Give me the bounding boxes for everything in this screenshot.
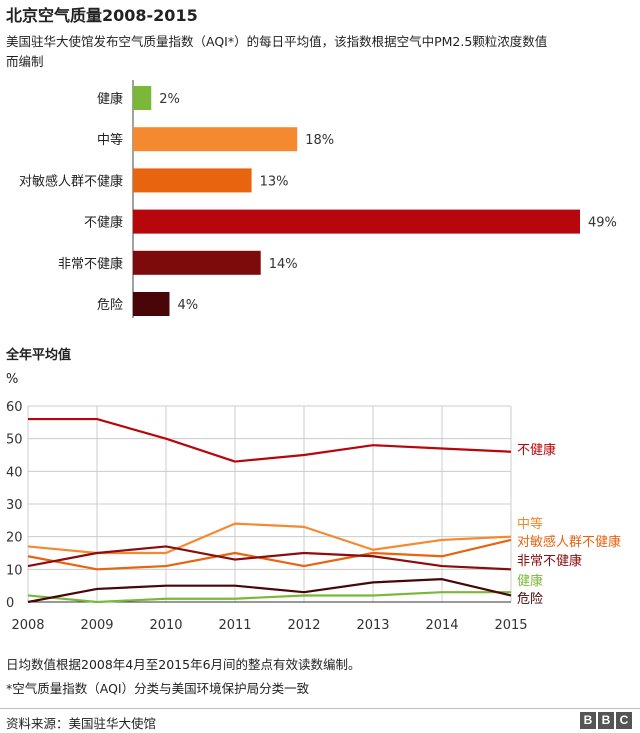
bar-value-label: 18% [305, 133, 334, 148]
bar-category-label: 对敏感人群不健康 [19, 173, 123, 189]
bar-value-label: 4% [177, 298, 198, 313]
y-tick-label: 10 [6, 563, 23, 578]
line-chart-title: 全年平均值 [6, 348, 72, 363]
bar-2 [133, 127, 298, 152]
bar-value-label: 2% [159, 92, 180, 107]
bar-category-label: 不健康 [84, 215, 123, 231]
bar-1 [133, 86, 152, 110]
footnote-1: 日均数值根据2008年4月至2015年6月间的整点有效读数编制。 [6, 657, 361, 672]
chart-title: 北京空气质量2008-2015 [6, 6, 198, 25]
source-credit: 资料来源：美国驻华大使馆 [6, 716, 157, 731]
x-tick-label: 2010 [149, 618, 182, 633]
y-tick-label: 60 [6, 400, 23, 415]
bbc-logo: B B C [580, 712, 632, 729]
subtitle-line-1: 美国驻华大使馆发布空气质量指数（AQI*）的每日平均值，该指数根据空气中PM2.… [6, 34, 548, 49]
bar-category-label: 健康 [97, 91, 123, 107]
bbc-logo-letter: C [616, 712, 632, 729]
y-tick-label: 0 [6, 596, 14, 611]
x-tick-label: 2015 [494, 618, 527, 633]
series-label: 健康 [517, 573, 543, 589]
x-tick-label: 2009 [80, 618, 113, 633]
series-label: 非常不健康 [517, 553, 582, 569]
series-label: 对敏感人群不健康 [517, 534, 621, 550]
y-axis-unit: % [6, 372, 19, 387]
subtitle-line-2: 而编制 [6, 54, 44, 69]
bar-4 [133, 209, 580, 234]
bar-value-label: 13% [260, 174, 289, 189]
bar-chart: 健康 2% 中等 18% 对敏感人群不健康 13% 不健康 49% 非常不健康 14% 危险 4% [19, 80, 617, 318]
bar-category-label: 非常不健康 [58, 256, 123, 272]
bar-3 [133, 168, 252, 193]
series-line [27, 522, 512, 555]
y-tick-label: 50 [6, 433, 23, 448]
series-label: 危险 [517, 592, 543, 607]
y-tick-label: 30 [6, 498, 23, 513]
bar-category-label: 中等 [97, 132, 123, 148]
bar-6 [133, 292, 170, 316]
y-tick-label: 20 [6, 531, 23, 546]
chart-subtitle: 美国驻华大使馆发布空气质量指数（AQI*）的每日平均值，该指数根据空气中PM2.… [6, 32, 634, 72]
series-line [28, 417, 512, 463]
bar-category-label: 危险 [97, 298, 123, 313]
bbc-logo-letter: B [598, 712, 614, 729]
x-tick-label: 2013 [356, 618, 389, 633]
bbc-logo-letter: B [580, 712, 596, 729]
series-line [27, 591, 511, 604]
series-label: 中等 [517, 516, 543, 532]
x-tick-label: 2014 [425, 618, 458, 633]
footnote-2: *空气质量指数（AQI）分类与美国环境保护局分类一致 [6, 681, 310, 696]
y-tick-label: 40 [6, 465, 23, 480]
footer-divider [0, 708, 640, 709]
bar-value-label: 49% [588, 216, 617, 231]
x-tick-label: 2012 [287, 618, 320, 633]
series-line [27, 545, 512, 571]
x-tick-label: 2008 [11, 618, 44, 633]
x-tick-label: 2011 [218, 618, 251, 633]
series-line [27, 538, 512, 571]
bar-value-label: 14% [269, 257, 298, 272]
series-line [27, 578, 512, 604]
series-label: 不健康 [517, 442, 556, 458]
line-chart: 0 10 20 30 40 50 60 2008 2009 2010 2011 2012 2013 201… [6, 400, 621, 633]
bar-5 [133, 250, 261, 275]
